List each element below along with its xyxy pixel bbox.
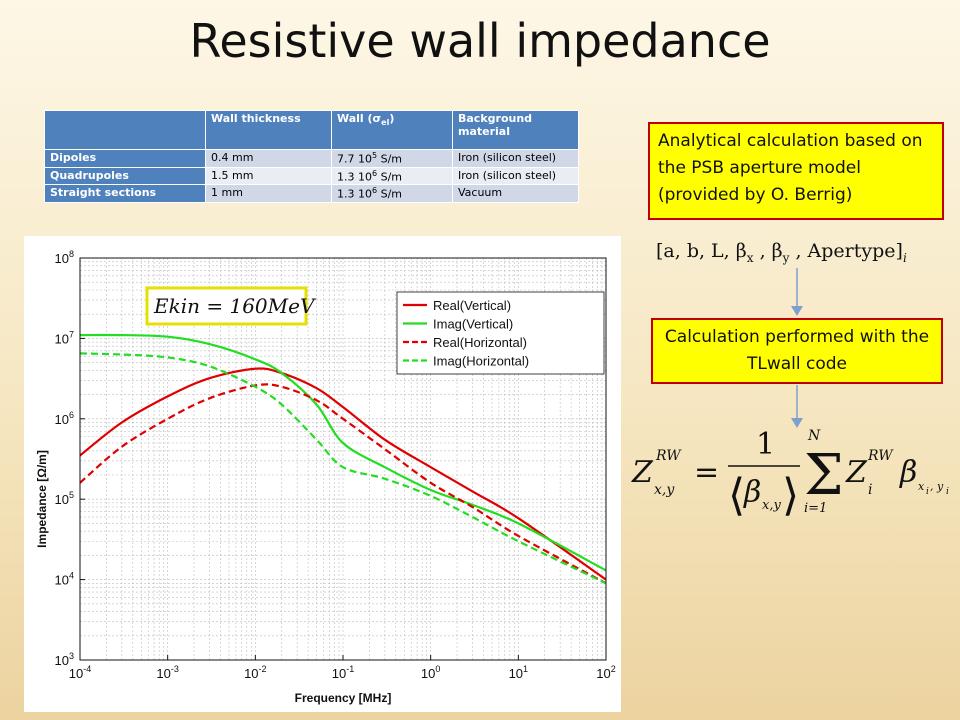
annotation-text: Ekin = 160MeV	[153, 294, 317, 318]
y-tick-label: 103	[55, 651, 74, 668]
x-tick-label: 10-3	[156, 664, 178, 681]
svg-text:=: =	[694, 455, 719, 490]
tlwall-note-box: Calculation performed with the TLwall co…	[651, 318, 943, 384]
row-thickness: 1.5 mm	[205, 166, 332, 186]
svg-text:Σ: Σ	[804, 443, 844, 508]
table-header-conductivity: Wall (σel)	[331, 110, 453, 150]
chart-series	[80, 333, 606, 585]
table-header-material: Background material	[452, 110, 579, 150]
svg-text:i: i	[926, 487, 929, 497]
x-tick-label: 10-1	[332, 664, 354, 681]
row-conductivity: 1.3 106 S/m	[331, 166, 453, 186]
series-line-realhorizontal	[80, 383, 606, 585]
properties-table: Wall thickness Wall (σel) Background mat…	[44, 110, 579, 203]
legend-box	[396, 291, 605, 375]
series-line-imaghorizontal	[80, 352, 606, 585]
arrow-down-icon	[791, 385, 803, 428]
impedance-formula: Z RW x,y = 1 ⟨ β x,y ⟩ N Σ i=1 Z RW i β …	[631, 427, 949, 521]
svg-text:, y: , y	[930, 480, 944, 493]
chart-svg: 10-4 10-3 10-2 10-1 100 101 102 103 104 105 106 107…	[35, 249, 616, 705]
x-tick-label: 101	[509, 664, 528, 681]
row-name: Quadrupoles	[44, 166, 206, 186]
x-tick-label: 10-2	[244, 664, 266, 681]
svg-text:x,y: x,y	[654, 482, 675, 498]
y-tick-label: 108	[55, 249, 74, 266]
impedance-chart: 10-4 10-3 10-2 10-1 100 101 102 103 104 105 106 107…	[24, 236, 621, 712]
chart-axes	[79, 257, 607, 661]
parameter-list: [a, b, L, βx , βy , Apertype]i	[656, 240, 907, 265]
legend-label: Real(Horizontal)	[433, 335, 527, 350]
annotation-box	[145, 286, 308, 326]
svg-text:x: x	[918, 480, 925, 493]
svg-text:i=1: i=1	[804, 501, 827, 516]
slide-title: Resistive wall impedance	[189, 14, 771, 68]
svg-text:RW: RW	[655, 448, 682, 464]
row-thickness: 1 mm	[205, 184, 332, 203]
table-header-thickness: Wall thickness	[205, 110, 332, 150]
y-tick-label: 105	[55, 490, 74, 507]
svg-text:β: β	[899, 455, 917, 490]
row-name: Dipoles	[44, 149, 206, 168]
y-tick-label: 106	[55, 410, 74, 427]
row-conductivity: 7.7 105 S/m	[331, 149, 453, 168]
row-material: Vacuum	[452, 184, 579, 203]
series-line-imagvertical	[80, 333, 606, 572]
series-line-realvertical	[80, 367, 606, 581]
svg-text:i: i	[868, 482, 872, 498]
legend-label: Imag(Vertical)	[433, 317, 513, 332]
svg-text:x,y: x,y	[762, 498, 781, 513]
x-tick-label: 100	[421, 664, 440, 681]
svg-text:⟩: ⟩	[782, 470, 799, 521]
table-row: Straight sections 1 mm 1.3 106 S/m Vacuu…	[44, 184, 579, 203]
y-axis-label: Impedance [Ω/m]	[35, 450, 49, 548]
svg-text:β: β	[743, 475, 761, 510]
x-axis-label: Frequency [MHz]	[295, 691, 392, 705]
legend-label: Imag(Horizontal)	[433, 354, 529, 369]
svg-text:i: i	[946, 487, 949, 497]
analytical-note-box: Analytical calculation based on the PSB …	[648, 122, 944, 220]
chart-ticks: 10-4 10-3 10-2 10-1 100 101 102 103 104 105 106 107…	[55, 249, 616, 681]
row-conductivity: 1.3 106 S/m	[331, 184, 453, 203]
row-name: Straight sections	[44, 184, 206, 203]
svg-text:RW: RW	[867, 448, 894, 464]
table-row: Dipoles 0.4 mm 7.7 105 S/m Iron (silicon…	[44, 149, 579, 168]
y-tick-label: 107	[55, 329, 74, 346]
svg-text:⟨: ⟨	[728, 470, 745, 521]
x-tick-label: 10-4	[69, 664, 91, 681]
chart-legend: Real(Vertical) Imag(Vertical) Real(Horizon…	[396, 291, 605, 375]
row-material: Iron (silicon steel)	[452, 166, 579, 186]
legend-label: Real(Vertical)	[433, 298, 511, 313]
svg-text:Z: Z	[845, 455, 868, 490]
table-header-blank	[44, 110, 206, 150]
svg-text:N: N	[807, 428, 821, 444]
x-tick-label: 102	[596, 664, 615, 681]
energy-annotation: Ekin = 160MeV	[145, 286, 317, 326]
row-thickness: 0.4 mm	[205, 149, 332, 168]
y-tick-label: 104	[55, 571, 74, 588]
svg-text:1: 1	[756, 427, 775, 462]
row-material: Iron (silicon steel)	[452, 149, 579, 168]
table-row: Quadrupoles 1.5 mm 1.3 106 S/m Iron (sil…	[44, 166, 579, 186]
svg-text:Z: Z	[631, 455, 654, 490]
arrow-down-icon	[791, 268, 803, 316]
